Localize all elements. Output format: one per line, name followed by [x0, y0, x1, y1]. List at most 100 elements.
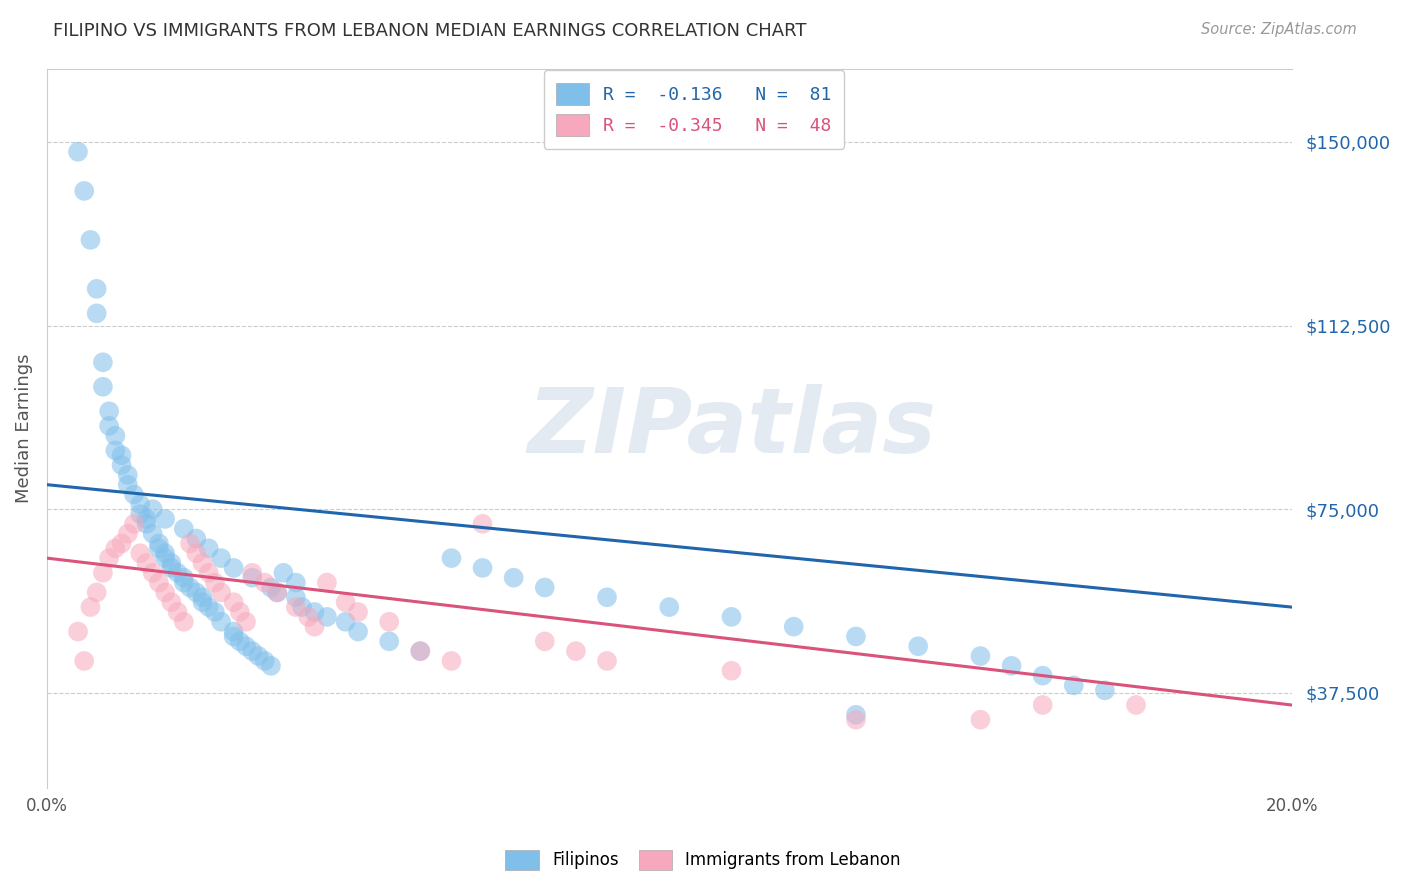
- Point: [720, 664, 742, 678]
- Point: [135, 512, 157, 526]
- Point: [153, 551, 176, 566]
- Point: [166, 605, 188, 619]
- Point: [122, 487, 145, 501]
- Point: [117, 526, 139, 541]
- Point: [173, 571, 195, 585]
- Point: [969, 648, 991, 663]
- Point: [110, 536, 132, 550]
- Point: [166, 566, 188, 580]
- Legend: R =  -0.136   N =  81, R =  -0.345   N =  48: R = -0.136 N = 81, R = -0.345 N = 48: [544, 70, 845, 149]
- Point: [91, 566, 114, 580]
- Y-axis label: Median Earnings: Median Earnings: [15, 353, 32, 503]
- Point: [335, 595, 357, 609]
- Point: [658, 600, 681, 615]
- Point: [596, 591, 619, 605]
- Point: [179, 581, 201, 595]
- Point: [266, 585, 288, 599]
- Point: [502, 571, 524, 585]
- Point: [129, 507, 152, 521]
- Point: [409, 644, 432, 658]
- Point: [440, 654, 463, 668]
- Point: [260, 658, 283, 673]
- Point: [284, 591, 307, 605]
- Point: [142, 526, 165, 541]
- Text: FILIPINO VS IMMIGRANTS FROM LEBANON MEDIAN EARNINGS CORRELATION CHART: FILIPINO VS IMMIGRANTS FROM LEBANON MEDI…: [53, 22, 807, 40]
- Point: [153, 546, 176, 560]
- Point: [1094, 683, 1116, 698]
- Point: [117, 467, 139, 482]
- Point: [98, 418, 121, 433]
- Point: [209, 551, 232, 566]
- Point: [907, 639, 929, 653]
- Point: [240, 571, 263, 585]
- Point: [533, 634, 555, 648]
- Point: [247, 648, 270, 663]
- Point: [122, 516, 145, 531]
- Point: [160, 561, 183, 575]
- Point: [260, 581, 283, 595]
- Point: [209, 615, 232, 629]
- Point: [153, 512, 176, 526]
- Point: [98, 404, 121, 418]
- Point: [229, 605, 252, 619]
- Point: [110, 458, 132, 472]
- Point: [596, 654, 619, 668]
- Point: [179, 536, 201, 550]
- Point: [222, 561, 245, 575]
- Point: [86, 585, 108, 599]
- Point: [186, 546, 208, 560]
- Point: [335, 615, 357, 629]
- Point: [79, 600, 101, 615]
- Point: [845, 630, 868, 644]
- Point: [86, 306, 108, 320]
- Point: [471, 561, 494, 575]
- Point: [160, 556, 183, 570]
- Point: [565, 644, 588, 658]
- Point: [66, 624, 89, 639]
- Point: [197, 566, 219, 580]
- Point: [160, 595, 183, 609]
- Point: [73, 654, 96, 668]
- Point: [533, 581, 555, 595]
- Point: [471, 516, 494, 531]
- Point: [142, 502, 165, 516]
- Point: [98, 551, 121, 566]
- Point: [291, 600, 314, 615]
- Point: [191, 595, 214, 609]
- Text: ZIPatlas: ZIPatlas: [527, 384, 936, 473]
- Point: [104, 541, 127, 556]
- Point: [845, 707, 868, 722]
- Point: [153, 585, 176, 599]
- Point: [104, 443, 127, 458]
- Point: [222, 595, 245, 609]
- Point: [304, 605, 326, 619]
- Point: [1032, 698, 1054, 712]
- Point: [969, 713, 991, 727]
- Point: [191, 591, 214, 605]
- Point: [316, 575, 339, 590]
- Point: [173, 522, 195, 536]
- Point: [284, 575, 307, 590]
- Point: [117, 477, 139, 491]
- Point: [273, 566, 295, 580]
- Point: [1000, 658, 1022, 673]
- Point: [253, 654, 276, 668]
- Point: [316, 610, 339, 624]
- Point: [304, 620, 326, 634]
- Point: [347, 605, 370, 619]
- Point: [79, 233, 101, 247]
- Point: [197, 600, 219, 615]
- Point: [235, 615, 257, 629]
- Point: [440, 551, 463, 566]
- Point: [191, 556, 214, 570]
- Point: [378, 615, 401, 629]
- Point: [104, 428, 127, 442]
- Point: [135, 516, 157, 531]
- Legend: Filipinos, Immigrants from Lebanon: Filipinos, Immigrants from Lebanon: [499, 843, 907, 877]
- Point: [110, 448, 132, 462]
- Point: [135, 556, 157, 570]
- Point: [91, 380, 114, 394]
- Point: [173, 575, 195, 590]
- Point: [129, 546, 152, 560]
- Point: [240, 566, 263, 580]
